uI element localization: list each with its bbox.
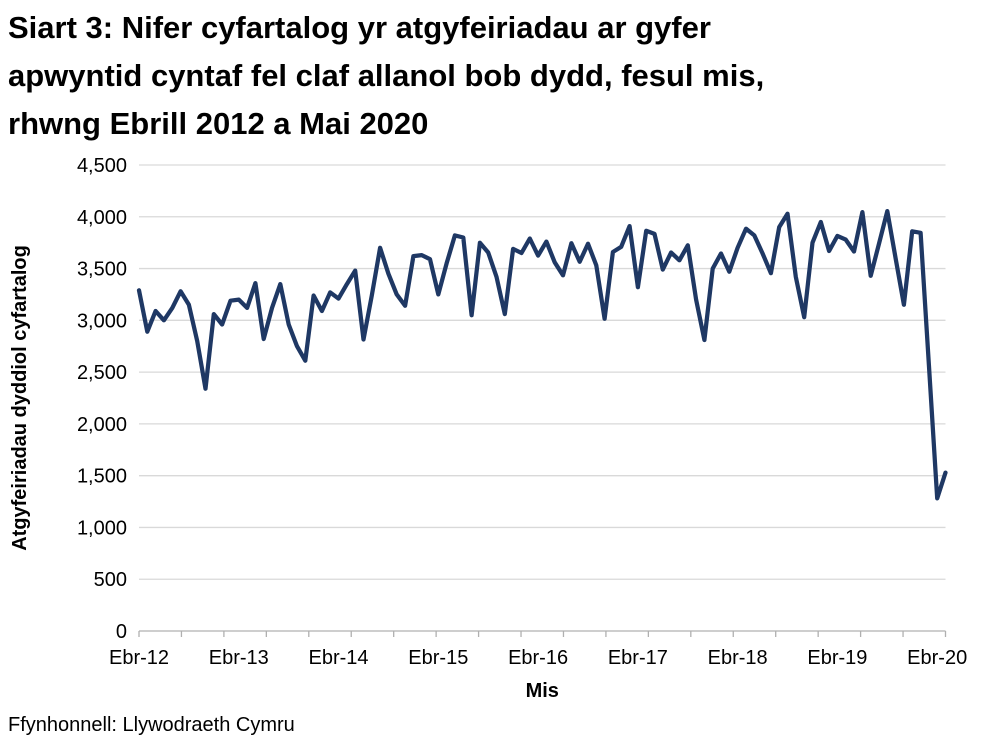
chart-title-line-2: apwyntid cyntaf fel claf allanol bob dyd…: [8, 58, 765, 93]
y-tick-label: 4,500: [77, 155, 127, 177]
x-tick-label: Ebr-19: [807, 647, 867, 669]
x-tick-label: Ebr-20: [907, 647, 967, 669]
y-tick-label: 0: [116, 621, 127, 643]
y-tick-label: 3,000: [77, 310, 127, 332]
x-tick-label: Ebr-13: [209, 647, 269, 669]
x-tick-label: Ebr-18: [708, 647, 768, 669]
y-tick-label: 2,500: [77, 362, 127, 384]
x-tick-label: Ebr-15: [408, 647, 468, 669]
x-tick-label: Ebr-17: [608, 647, 668, 669]
x-tick-label: Ebr-12: [109, 647, 169, 669]
chart-title: Siart 3: Nifer cyfartalog yr atgyfeiriad…: [8, 4, 928, 148]
y-tick-label: 3,500: [77, 259, 127, 281]
y-tick-label: 1,500: [77, 466, 127, 488]
x-axis-title: Mis: [526, 680, 559, 702]
referrals-line: [136, 208, 948, 501]
x-tick-label: Ebr-16: [508, 647, 568, 669]
y-axis-title: Atgyfeiriadau dyddiol cyfartalog: [9, 245, 31, 551]
y-tick-label: 500: [94, 569, 127, 591]
chart-title-line-3: rhwng Ebrill 2012 a Mai 2020: [8, 106, 429, 141]
source-note: Ffynhonnell: Llywodraeth Cymru: [8, 714, 295, 736]
y-tick-label: 4,000: [77, 207, 127, 229]
x-tick-label: Ebr-14: [309, 647, 369, 669]
y-tick-label: 1,000: [77, 517, 127, 539]
y-tick-label: 2,000: [77, 414, 127, 436]
chart-title-line-1: Siart 3: Nifer cyfartalog yr atgyfeiriad…: [8, 10, 711, 45]
